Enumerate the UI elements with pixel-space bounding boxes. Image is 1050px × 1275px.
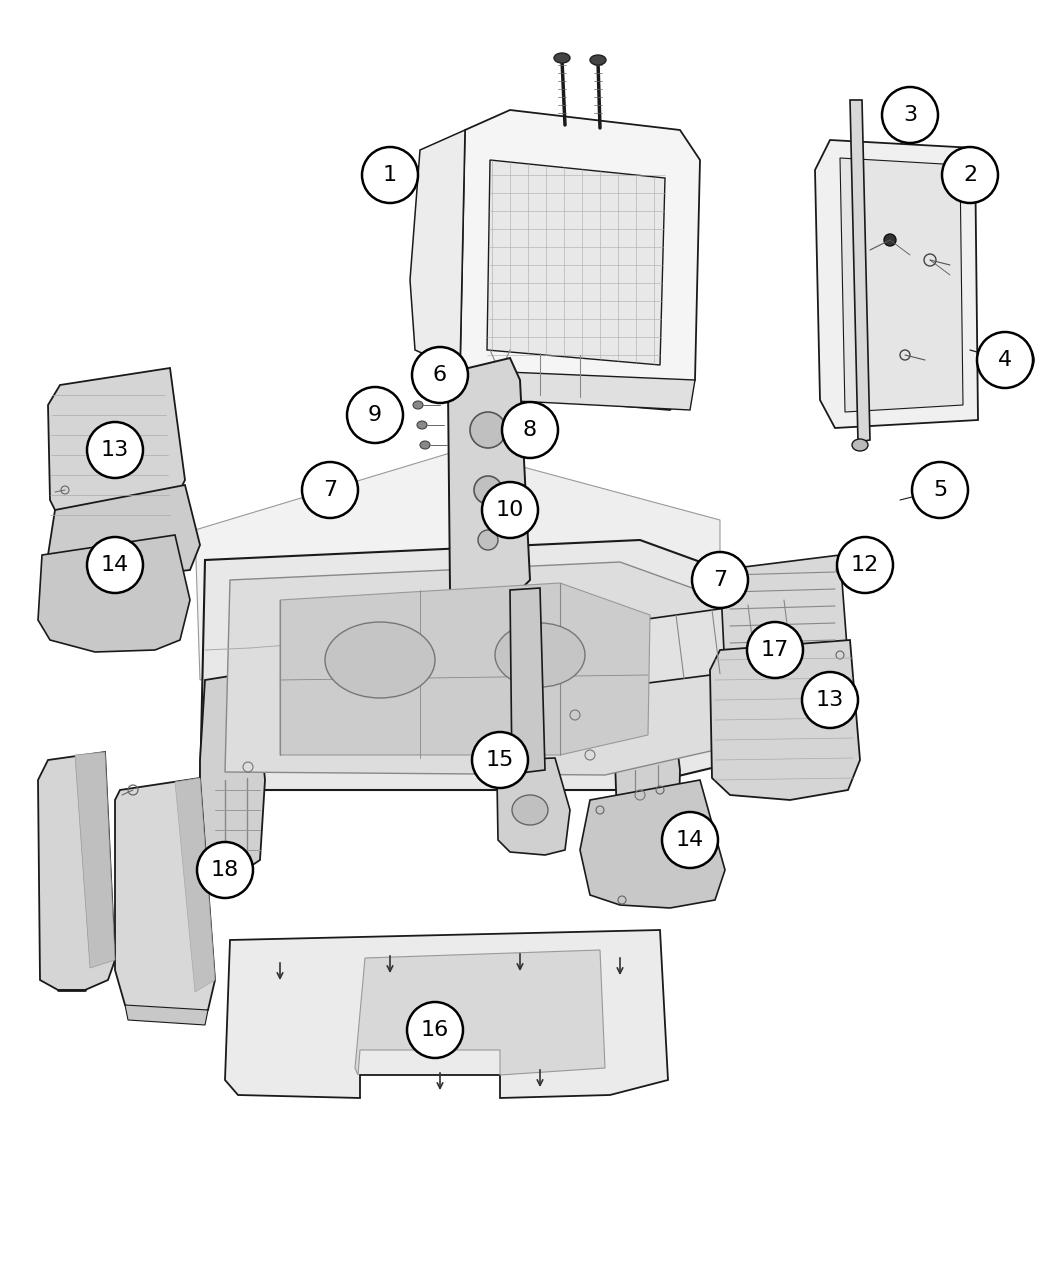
Circle shape xyxy=(346,388,403,442)
Polygon shape xyxy=(200,541,750,790)
Ellipse shape xyxy=(512,796,548,825)
Text: 8: 8 xyxy=(523,419,537,440)
Text: 10: 10 xyxy=(496,500,524,520)
Polygon shape xyxy=(38,752,116,989)
Ellipse shape xyxy=(884,235,896,246)
Ellipse shape xyxy=(474,476,502,504)
Polygon shape xyxy=(710,640,860,799)
Polygon shape xyxy=(640,595,828,683)
Text: 1: 1 xyxy=(383,164,397,185)
Ellipse shape xyxy=(470,412,506,448)
Circle shape xyxy=(302,462,358,518)
Polygon shape xyxy=(460,110,700,411)
Ellipse shape xyxy=(495,623,585,687)
Text: 3: 3 xyxy=(903,105,917,125)
Text: 5: 5 xyxy=(932,479,947,500)
Polygon shape xyxy=(48,368,185,530)
Circle shape xyxy=(197,842,253,898)
Polygon shape xyxy=(460,450,720,620)
Circle shape xyxy=(837,537,892,593)
Polygon shape xyxy=(815,140,978,428)
Ellipse shape xyxy=(852,439,868,451)
Polygon shape xyxy=(75,752,116,968)
Circle shape xyxy=(362,147,418,203)
Polygon shape xyxy=(720,555,848,672)
Circle shape xyxy=(472,732,528,788)
Polygon shape xyxy=(225,562,720,775)
Text: 9: 9 xyxy=(368,405,382,425)
Polygon shape xyxy=(355,950,605,1075)
Text: 16: 16 xyxy=(421,1020,449,1040)
Text: 4: 4 xyxy=(998,351,1012,370)
Polygon shape xyxy=(510,588,545,774)
Polygon shape xyxy=(448,358,530,609)
Polygon shape xyxy=(225,929,668,1098)
Ellipse shape xyxy=(478,530,498,550)
Circle shape xyxy=(407,1002,463,1058)
Polygon shape xyxy=(195,450,462,680)
Text: 7: 7 xyxy=(323,479,337,500)
Polygon shape xyxy=(615,650,680,862)
Polygon shape xyxy=(840,158,963,412)
Polygon shape xyxy=(116,778,215,1020)
Ellipse shape xyxy=(413,402,423,409)
Ellipse shape xyxy=(554,54,570,62)
Ellipse shape xyxy=(1006,344,1034,376)
Polygon shape xyxy=(458,370,695,411)
Ellipse shape xyxy=(420,441,430,449)
Ellipse shape xyxy=(417,421,427,428)
Polygon shape xyxy=(850,99,870,442)
Circle shape xyxy=(87,537,143,593)
Circle shape xyxy=(692,552,748,608)
Circle shape xyxy=(662,812,718,868)
Circle shape xyxy=(976,332,1033,388)
Polygon shape xyxy=(580,780,724,908)
Ellipse shape xyxy=(590,55,606,65)
Polygon shape xyxy=(487,159,665,365)
Text: 15: 15 xyxy=(486,750,514,770)
Polygon shape xyxy=(48,484,200,575)
Text: 17: 17 xyxy=(761,640,790,660)
Polygon shape xyxy=(280,583,650,755)
Text: 13: 13 xyxy=(816,690,844,710)
Circle shape xyxy=(87,422,143,478)
Text: 6: 6 xyxy=(433,365,447,385)
Circle shape xyxy=(942,147,998,203)
Text: 13: 13 xyxy=(101,440,129,460)
Text: 12: 12 xyxy=(850,555,879,575)
Text: 18: 18 xyxy=(211,861,239,880)
Circle shape xyxy=(747,622,803,678)
Text: 14: 14 xyxy=(101,555,129,575)
Ellipse shape xyxy=(326,622,435,697)
Polygon shape xyxy=(410,130,465,370)
Polygon shape xyxy=(497,759,570,856)
Polygon shape xyxy=(175,778,215,992)
Polygon shape xyxy=(125,1005,208,1025)
Circle shape xyxy=(412,347,468,403)
Text: 2: 2 xyxy=(963,164,978,185)
Polygon shape xyxy=(38,536,190,652)
Polygon shape xyxy=(200,672,265,870)
Circle shape xyxy=(482,482,538,538)
Circle shape xyxy=(882,87,938,143)
Circle shape xyxy=(502,402,558,458)
Text: 14: 14 xyxy=(676,830,705,850)
Text: 7: 7 xyxy=(713,570,727,590)
Circle shape xyxy=(912,462,968,518)
Circle shape xyxy=(802,672,858,728)
